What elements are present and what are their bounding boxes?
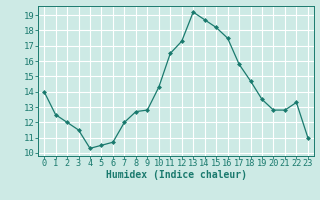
X-axis label: Humidex (Indice chaleur): Humidex (Indice chaleur) bbox=[106, 170, 246, 180]
